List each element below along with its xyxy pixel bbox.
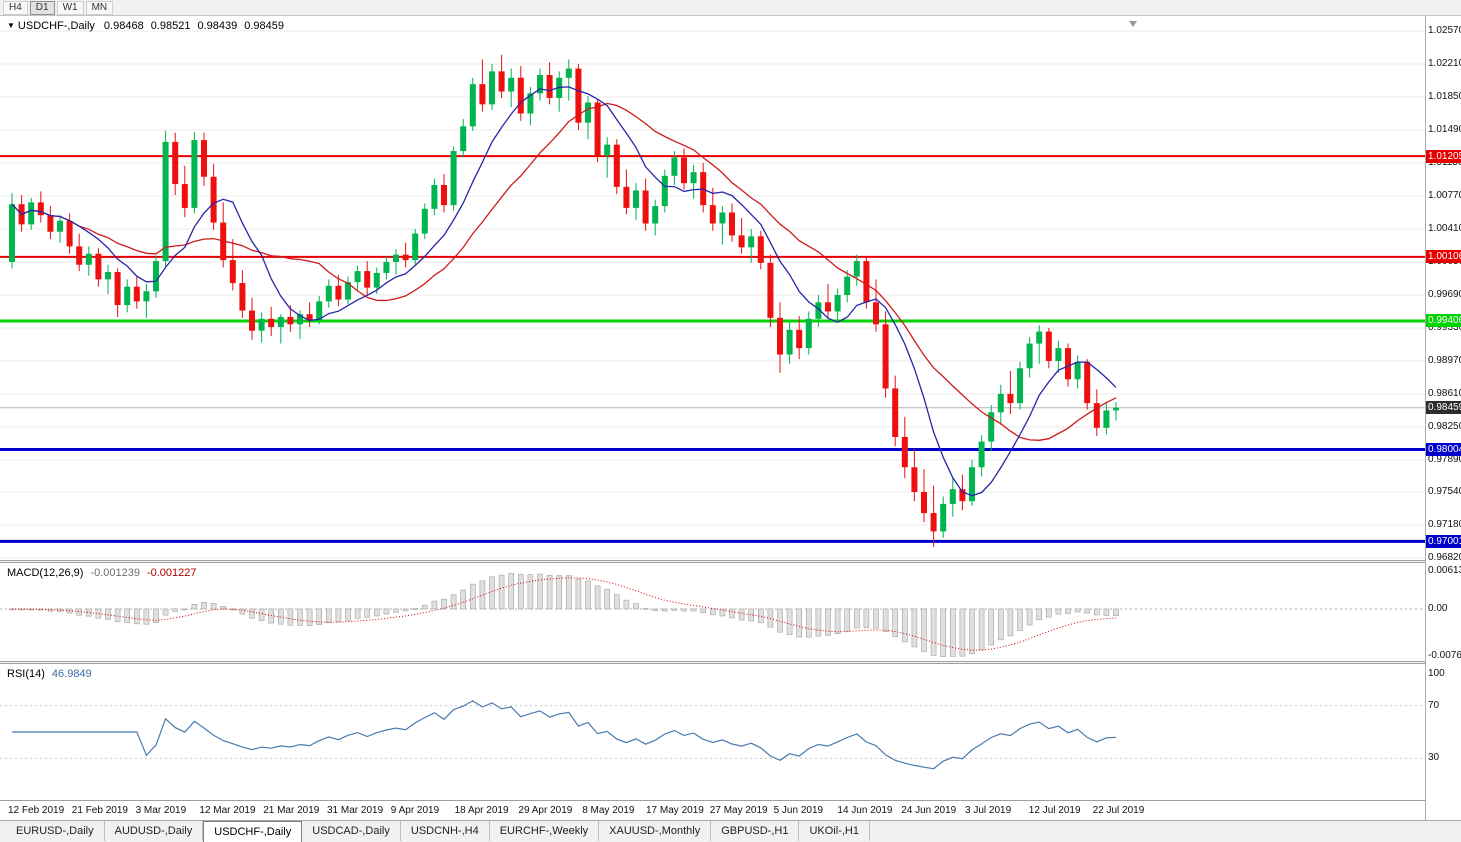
time-axis-label: 3 Jul 2019 xyxy=(965,805,1012,816)
price-level-badge: 0.98004 xyxy=(1426,442,1461,456)
macd-chart xyxy=(0,573,1425,658)
macd-indicator-name: MACD(12,26,9) xyxy=(7,567,84,579)
time-axis-label: 27 May 2019 xyxy=(709,805,768,816)
chart-tab-ukoil[interactable]: UKOil-,H1 xyxy=(799,821,870,841)
rsi-tick-label: 100 xyxy=(1428,668,1445,679)
chart-tab-usdchf[interactable]: USDCHF-,Daily xyxy=(203,821,303,842)
timeframe-button-d1[interactable]: D1 xyxy=(29,1,55,15)
price-chart-panel[interactable]: ▼ USDCHF-,Daily 0.98468 0.98521 0.98439 0.984… xyxy=(0,16,1425,560)
macd-signal-value: -0.001227 xyxy=(146,567,197,579)
time-axis-label: 29 Apr 2019 xyxy=(518,805,573,816)
price-tick-label: 1.00410 xyxy=(1428,222,1461,234)
chart-tab-usdcad[interactable]: USDCAD-,Daily xyxy=(302,821,401,841)
macd-tick-label: 0.00613 xyxy=(1428,565,1461,577)
price-tick-label: 0.99690 xyxy=(1428,288,1461,300)
chart-tab-gbpusd[interactable]: GBPUSD-,H1 xyxy=(711,821,800,841)
macd-tick-label: 0.00 xyxy=(1428,602,1448,614)
chart-tab-usdcnh[interactable]: USDCNH-,H4 xyxy=(401,821,490,841)
price-level-badge: 0.97001 xyxy=(1426,534,1461,548)
ohlc-high-value: 0.98521 xyxy=(150,20,191,32)
price-tick-label: 1.00770 xyxy=(1428,189,1461,201)
chart-symbol-dropdown-icon[interactable]: ▼ xyxy=(7,21,15,30)
timeframe-button-w1[interactable]: W1 xyxy=(56,1,84,15)
macd-label: MACD(12,26,9) -0.001239 -0.001227 xyxy=(7,567,204,579)
time-axis-label: 18 Apr 2019 xyxy=(454,805,509,816)
rsi-label: RSI(14) 46.9849 xyxy=(7,668,99,680)
price-level-badge: 1.00106 xyxy=(1426,250,1461,264)
time-axis-label: 21 Feb 2019 xyxy=(71,805,128,816)
ohlc-open-value: 0.98468 xyxy=(103,20,144,32)
price-axis[interactable]: 1.025701.022101.018501.014901.011301.007… xyxy=(1425,16,1461,820)
price-tick-label: 1.02570 xyxy=(1428,25,1461,37)
price-tick-label: 0.98970 xyxy=(1428,354,1461,366)
time-axis-label: 12 Jul 2019 xyxy=(1028,805,1081,816)
price-tick-label: 0.97540 xyxy=(1428,486,1461,497)
time-axis-label: 12 Feb 2019 xyxy=(8,805,65,816)
time-axis[interactable]: 12 Feb 2019 21 Feb 2019 3 Mar 2019 12 Mar 2… xyxy=(0,800,1425,820)
macd-value: -0.001239 xyxy=(90,567,140,579)
time-axis-label: 5 Jun 2019 xyxy=(773,805,824,816)
rsi-value: 46.9849 xyxy=(51,668,92,680)
panel-separator[interactable] xyxy=(0,661,1461,664)
time-axis-label: 9 Apr 2019 xyxy=(390,805,440,816)
macd-panel[interactable]: MACD(12,26,9) -0.001239 -0.001227 xyxy=(0,563,1425,661)
current-price-badge: 0.98459 xyxy=(1426,401,1461,415)
rsi-indicator-name: RSI(14) xyxy=(7,668,45,680)
rsi-panel[interactable]: RSI(14) 46.9849 xyxy=(0,664,1425,800)
chart-symbol-label: USDCHF-,Daily xyxy=(17,20,95,32)
time-axis-label: 31 Mar 2019 xyxy=(327,805,384,816)
chart-tab-xauusd[interactable]: XAUUSD-,Monthly xyxy=(599,821,712,841)
price-tick-label: 1.01490 xyxy=(1428,124,1461,135)
ohlc-low-value: 0.98439 xyxy=(197,20,238,32)
timeframe-toolbar: H4 D1 W1 MN xyxy=(0,0,1461,16)
price-tick-label: 0.98610 xyxy=(1428,387,1461,399)
chart-shift-marker-icon xyxy=(1129,21,1137,27)
time-axis-label: 3 Mar 2019 xyxy=(135,805,187,816)
price-tick-label: 0.97180 xyxy=(1428,518,1461,530)
chart-region: ▼ USDCHF-,Daily 0.98468 0.98521 0.98439 0.984… xyxy=(0,16,1461,820)
time-axis-label: 17 May 2019 xyxy=(646,805,704,816)
timeframe-button-h4[interactable]: H4 xyxy=(3,1,28,15)
time-axis-label: 21 Mar 2019 xyxy=(263,805,320,816)
rsi-tick-label: 30 xyxy=(1428,752,1440,764)
rsi-chart xyxy=(0,700,1425,770)
price-tick-label: 0.98250 xyxy=(1428,420,1461,432)
chart-tab-eurusd[interactable]: EURUSD-,Daily xyxy=(6,821,105,841)
time-axis-label: 22 Jul 2019 xyxy=(1092,805,1145,816)
chart-title: ▼ USDCHF-,Daily 0.98468 0.98521 0.98439 0.984… xyxy=(7,20,291,32)
time-axis-label: 8 May 2019 xyxy=(582,805,635,816)
chart-tab-eurchf[interactable]: EURCHF-,Weekly xyxy=(490,821,600,841)
time-axis-label: 12 Mar 2019 xyxy=(199,805,256,816)
rsi-tick-label: 70 xyxy=(1428,699,1440,711)
time-axis-label: 14 Jun 2019 xyxy=(837,805,893,816)
ohlc-close-value: 0.98459 xyxy=(244,20,284,32)
chart-tabs-bar: EURUSD-,Daily AUDUSD-,Daily USDCHF-,Daily U… xyxy=(0,820,1461,842)
price-level-badge: 0.99406 xyxy=(1426,314,1461,328)
price-tick-label: 0.97890 xyxy=(1428,453,1461,465)
candlestick-chart xyxy=(0,21,1425,559)
panel-separator[interactable] xyxy=(0,560,1461,563)
timeframe-button-mn[interactable]: MN xyxy=(85,1,114,15)
price-tick-label: 1.02210 xyxy=(1428,58,1461,70)
chart-tab-audusd[interactable]: AUDUSD-,Daily xyxy=(105,821,204,841)
price-tick-label: 1.01850 xyxy=(1428,91,1461,102)
price-level-badge: 1.01205 xyxy=(1426,149,1461,163)
price-tick-label: 0.96820 xyxy=(1428,551,1461,563)
time-axis-label: 24 Jun 2019 xyxy=(901,805,957,816)
